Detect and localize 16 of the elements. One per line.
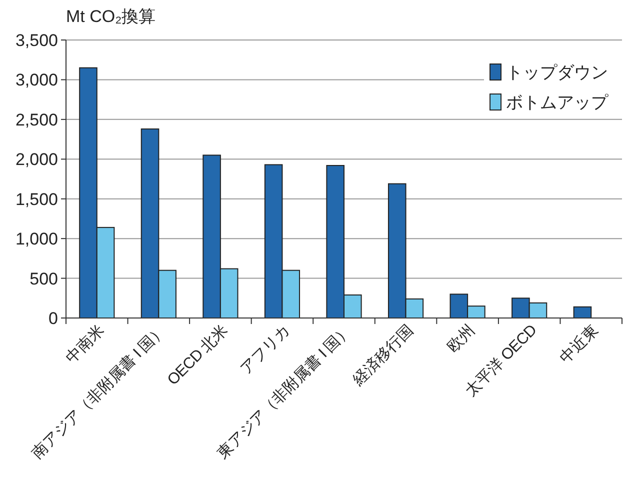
bar xyxy=(573,306,592,318)
y-tick-label: 1,000 xyxy=(15,230,58,249)
legend-label: ボトムアップ xyxy=(506,93,609,112)
y-tick-label: 500 xyxy=(30,269,58,288)
x-tick-label: 中南米 xyxy=(62,320,108,367)
y-tick-label: 2,500 xyxy=(15,110,58,130)
y-tick-label: 3,500 xyxy=(15,31,58,50)
y-tick-label: 2,000 xyxy=(15,150,58,170)
y-tick-label: 0 xyxy=(48,309,58,328)
x-tick-label: 経済移行国 xyxy=(348,321,417,390)
y-axis-title: Mt CO₂換算 xyxy=(66,7,156,26)
x-tick-label: 欧州 xyxy=(444,321,478,356)
y-tick-label: 1,500 xyxy=(15,190,58,209)
y-tick-label: 3,000 xyxy=(15,70,58,90)
x-tick-label: 中近東 xyxy=(556,320,602,367)
legend-label: トップダウン xyxy=(506,63,608,82)
